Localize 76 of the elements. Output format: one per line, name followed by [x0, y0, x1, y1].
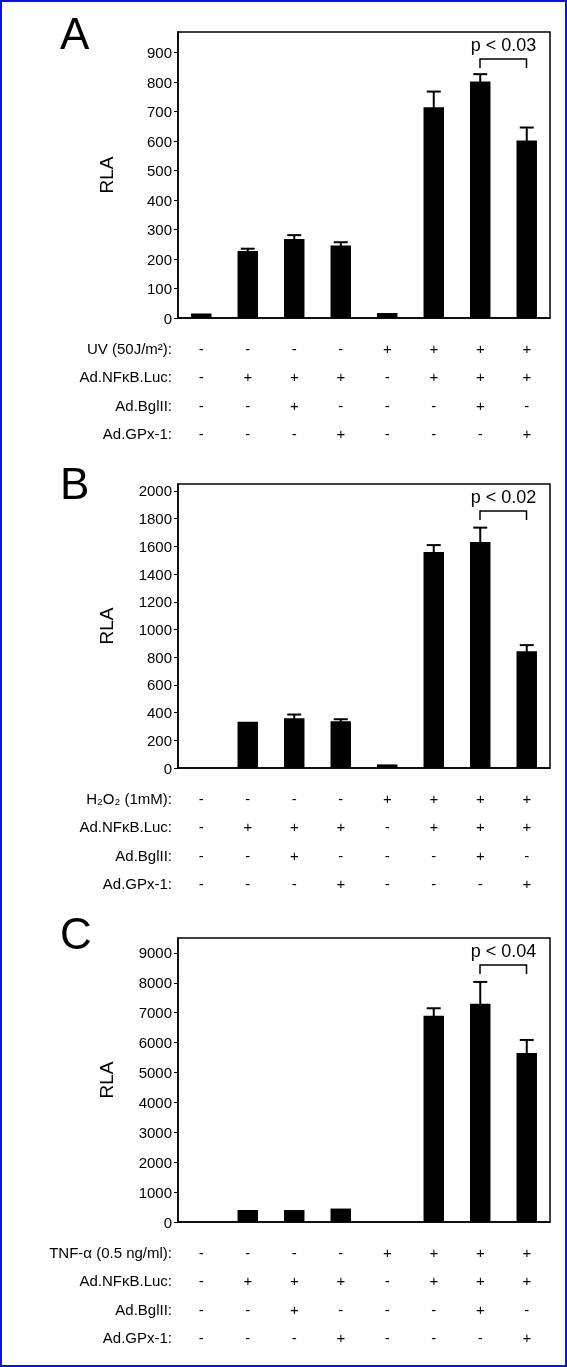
annotation: p < 0.04: [470, 941, 537, 961]
y-tick-label: 1200: [138, 593, 172, 611]
chart-title: B: [60, 458, 90, 508]
x-tick-label: - + + -: [289, 789, 299, 893]
y-tick-label: 0: [163, 309, 172, 327]
x-tick-label: - + - -: [243, 1243, 253, 1347]
y-tick-label: 1800: [138, 510, 172, 528]
x-tick-label: + + + -: [475, 789, 485, 893]
y-tick-label: 0: [163, 1213, 172, 1231]
y-axis-title: RLA: [96, 156, 117, 194]
y-tick-label: 600: [146, 132, 172, 150]
text: Ad.NFκB.Luc:: [79, 368, 172, 386]
x-tick-label: - + - +: [336, 789, 346, 893]
x-tick-label: + + - +: [522, 1243, 532, 1347]
x-tick-label: + - - -: [382, 1243, 392, 1347]
text: UV (50J/m²):: [86, 339, 172, 357]
y-tick-label: 200: [146, 250, 172, 268]
y-tick-label: 100: [146, 280, 172, 298]
y-tick-label: 8000: [138, 974, 172, 992]
x-tick-label: + + - -: [429, 789, 439, 893]
y-tick-label: 800: [146, 648, 172, 666]
y-tick-label: 300: [146, 221, 172, 239]
y-tick-label: 6000: [138, 1034, 172, 1052]
y-tick-label: 2000: [138, 1153, 172, 1171]
y-tick-label: 5000: [138, 1064, 172, 1082]
y-tick-label: 900: [146, 44, 172, 62]
x-tick-label: + + - +: [522, 339, 532, 443]
x-tick-label: + + - -: [429, 339, 439, 443]
y-tick-label: 7000: [138, 1004, 172, 1022]
text: Ad.BglII:: [115, 1300, 172, 1318]
y-tick-label: 4000: [138, 1093, 172, 1111]
x-tick-label: - + - -: [243, 789, 253, 893]
y-tick-label: 3000: [138, 1123, 172, 1141]
y-tick-label: 1000: [138, 620, 172, 638]
text: H₂O₂ (1mM):: [86, 789, 172, 807]
text: Ad.BglII:: [115, 846, 172, 864]
y-tick-label: 9000: [138, 944, 172, 962]
x-tick-label: + + - +: [522, 789, 532, 893]
text: Ad.NFκB.Luc:: [79, 1272, 172, 1290]
text: Ad.GPx-1:: [102, 875, 172, 893]
text: Ad.GPx-1:: [102, 1329, 172, 1347]
y-tick-label: 800: [146, 73, 172, 91]
y-axis-title: RLA: [96, 1061, 117, 1099]
x-tick-label: - - - -: [198, 339, 204, 443]
x-tick-label: - + - -: [243, 339, 253, 443]
x-tick-label: - - - -: [198, 789, 204, 893]
x-tick-label: - + + -: [289, 1243, 299, 1347]
text: Ad.BglII:: [115, 396, 172, 414]
x-tick-label: + + + -: [475, 1243, 485, 1347]
x-tick-label: + + - -: [429, 1243, 439, 1347]
chart-title: A: [60, 8, 90, 58]
y-tick-label: 2000: [138, 482, 172, 500]
y-tick-label: 1000: [138, 1183, 172, 1201]
x-tick-label: - + - +: [336, 1243, 346, 1347]
annotation: p < 0.03: [470, 35, 537, 55]
y-tick-label: 400: [146, 191, 172, 209]
y-tick-label: 0: [163, 759, 172, 777]
text: Ad.GPx-1:: [102, 425, 172, 443]
x-tick-label: + - - -: [382, 339, 392, 443]
text: TNF-α (0.5 ng/ml):: [49, 1243, 172, 1261]
chart-title: C: [60, 908, 92, 958]
x-tick-label: + + + -: [475, 339, 485, 443]
x-tick-label: - - - -: [198, 1243, 204, 1347]
y-tick-label: 500: [146, 162, 172, 180]
y-tick-label: 400: [146, 704, 172, 722]
text: Ad.NFκB.Luc:: [79, 818, 172, 836]
y-tick-label: 600: [146, 676, 172, 694]
annotation: p < 0.02: [470, 487, 537, 507]
y-tick-label: 1400: [138, 565, 172, 583]
x-tick-label: + - - -: [382, 789, 392, 893]
x-tick-label: - + - +: [336, 339, 346, 443]
y-tick-label: 1600: [138, 537, 172, 555]
y-tick-label: 700: [146, 103, 172, 121]
x-tick-label: - + + -: [289, 339, 299, 443]
y-tick-label: 200: [146, 731, 172, 749]
y-axis-title: RLA: [96, 607, 117, 645]
